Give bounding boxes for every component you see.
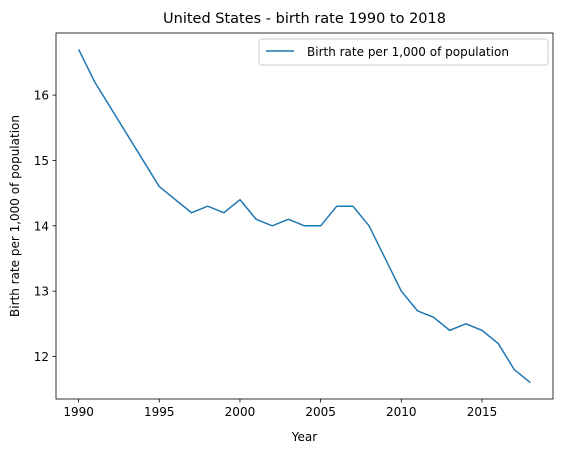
plot-frame: [56, 33, 553, 399]
x-tick-label: 2005: [305, 405, 336, 419]
y-tick-label: 14: [34, 219, 49, 233]
y-tick-label: 15: [34, 154, 49, 168]
x-tick-label: 2010: [386, 405, 417, 419]
x-tick-label: 1990: [63, 405, 94, 419]
x-tick-label: 1995: [144, 405, 175, 419]
series-line: [79, 49, 531, 382]
y-axis-label: Birth rate per 1,000 of population: [8, 115, 22, 317]
x-tick-label: 2015: [467, 405, 498, 419]
y-axis: 12 13 14 15 16: [34, 89, 56, 364]
legend-entry-label: Birth rate per 1,000 of population: [307, 45, 509, 59]
x-axis: 1990 1995 2000 2005 2010 2015: [63, 399, 497, 419]
y-tick-label: 16: [34, 89, 49, 103]
x-tick-label: 2000: [225, 405, 256, 419]
y-tick-label: 13: [34, 285, 49, 299]
chart-title: United States - birth rate 1990 to 2018: [163, 11, 446, 27]
legend: Birth rate per 1,000 of population: [259, 39, 548, 65]
x-axis-label: Year: [291, 430, 317, 444]
plot-area: [56, 33, 553, 399]
y-tick-label: 12: [34, 350, 49, 364]
